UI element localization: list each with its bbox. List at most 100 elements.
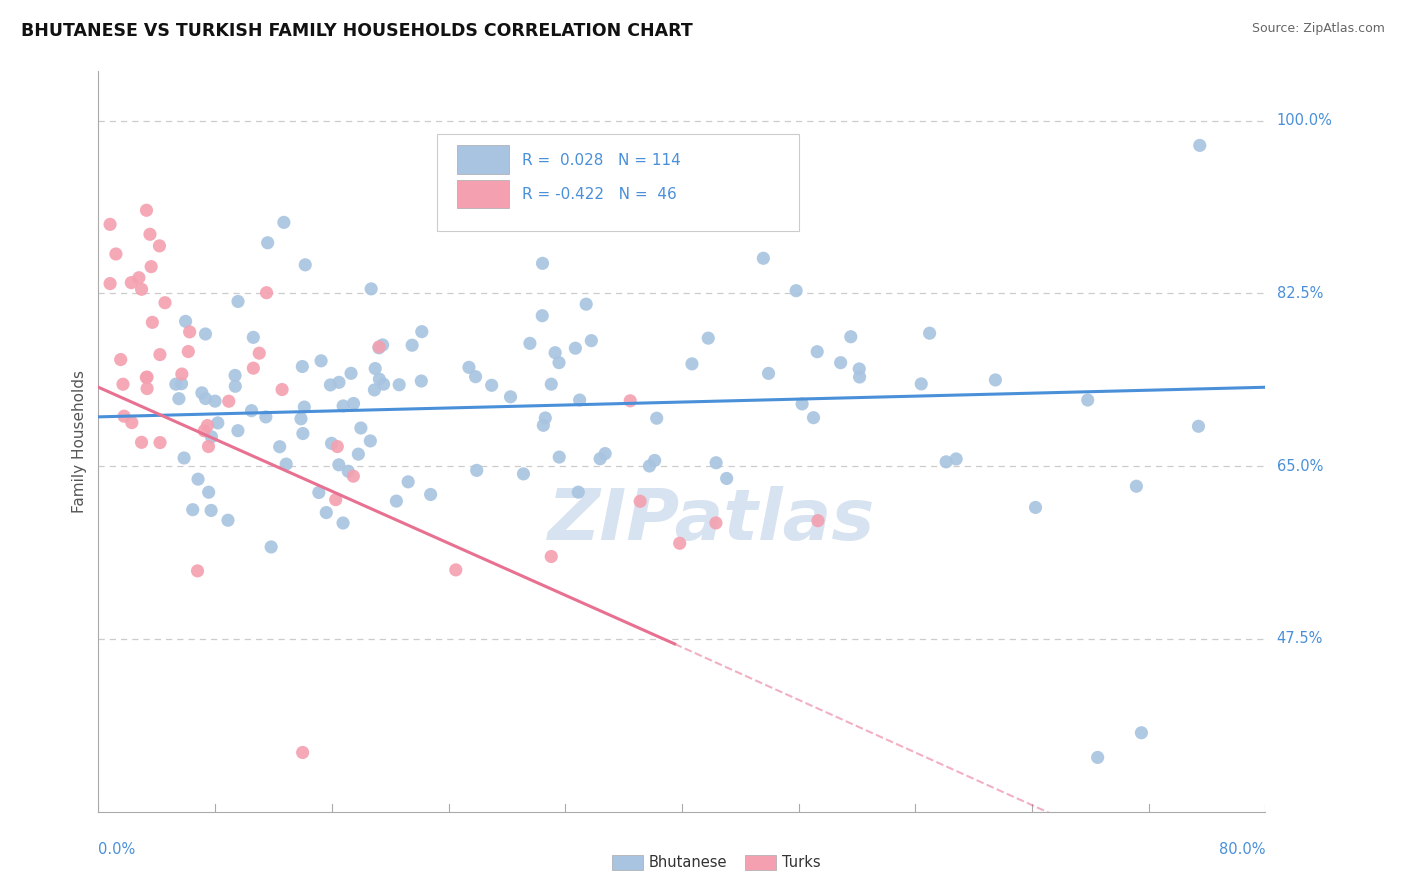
Point [173,450,195,465]
Point [308,485,330,500]
Point [803,410,825,425]
Point [170,376,193,391]
Point [131,435,153,450]
Point [149,435,172,450]
Point [128,270,150,285]
Point [328,376,350,390]
Point [593,446,616,460]
Point [165,377,187,392]
Point [194,326,217,341]
FancyBboxPatch shape [457,145,509,174]
Point [326,440,349,454]
Point [224,368,246,383]
Point [396,475,419,489]
Point [848,362,870,376]
Point [644,453,666,467]
Point [170,367,193,381]
Text: R =  0.028   N = 114: R = 0.028 N = 114 [522,153,681,168]
Point [292,400,315,414]
Point [830,356,852,370]
Point [195,418,218,433]
Point [1125,479,1147,493]
Point [464,369,486,384]
Point [465,463,488,477]
Point [120,276,142,290]
Point [110,352,132,367]
Point [1024,500,1046,515]
Point [290,411,312,425]
Point [121,416,143,430]
Point [910,376,932,391]
Point [260,540,283,554]
Point [197,485,219,500]
Point [628,494,651,508]
Point [204,394,226,409]
Point [226,424,249,438]
Point [332,516,354,530]
Point [540,549,562,564]
Point [139,227,162,242]
Point [131,282,153,296]
Point [291,359,314,374]
Text: 82.5%: 82.5% [1277,286,1323,301]
Point [319,378,342,392]
Point [174,314,197,328]
Point [276,457,298,471]
Point [360,282,382,296]
Point [385,494,408,508]
Point [153,295,176,310]
Point [581,334,603,348]
Point [531,256,554,270]
Point [411,374,433,388]
Point [619,393,641,408]
Point [589,451,612,466]
Point [191,385,214,400]
Point [224,379,246,393]
Point [177,344,200,359]
Text: Turks: Turks [782,855,820,870]
Point [315,506,337,520]
FancyBboxPatch shape [457,180,509,209]
Point [790,397,813,411]
Point [697,331,720,345]
Point [242,330,264,344]
Point [141,315,163,329]
Point [839,330,862,344]
Text: BHUTANESE VS TURKISH FAMILY HOUSEHOLDS CORRELATION CHART: BHUTANESE VS TURKISH FAMILY HOUSEHOLDS C… [21,22,693,40]
Point [499,390,522,404]
Point [240,403,263,417]
Point [373,377,395,392]
Point [197,440,219,454]
Point [242,361,264,376]
Point [271,383,294,397]
Point [368,372,391,386]
Point [193,424,215,438]
Point [200,430,222,444]
Point [444,563,467,577]
Point [309,354,332,368]
Point [1087,750,1109,764]
Point [638,458,661,473]
Point [332,399,354,413]
Point [136,370,159,384]
Point [179,325,201,339]
Text: 0.0%: 0.0% [98,842,135,857]
Point [564,341,586,355]
Point [112,409,135,424]
Point [359,434,381,448]
Point [321,436,343,450]
Point [531,309,554,323]
Point [534,411,557,425]
Point [337,464,360,478]
Point [328,458,350,472]
Point [531,418,554,433]
Text: Bhutanese: Bhutanese [648,855,727,870]
Point [848,370,870,384]
Point [111,377,134,392]
Point [568,392,591,407]
Point [540,377,562,392]
FancyBboxPatch shape [437,135,799,230]
Point [758,367,780,381]
Point [247,346,270,360]
Point [194,392,217,406]
